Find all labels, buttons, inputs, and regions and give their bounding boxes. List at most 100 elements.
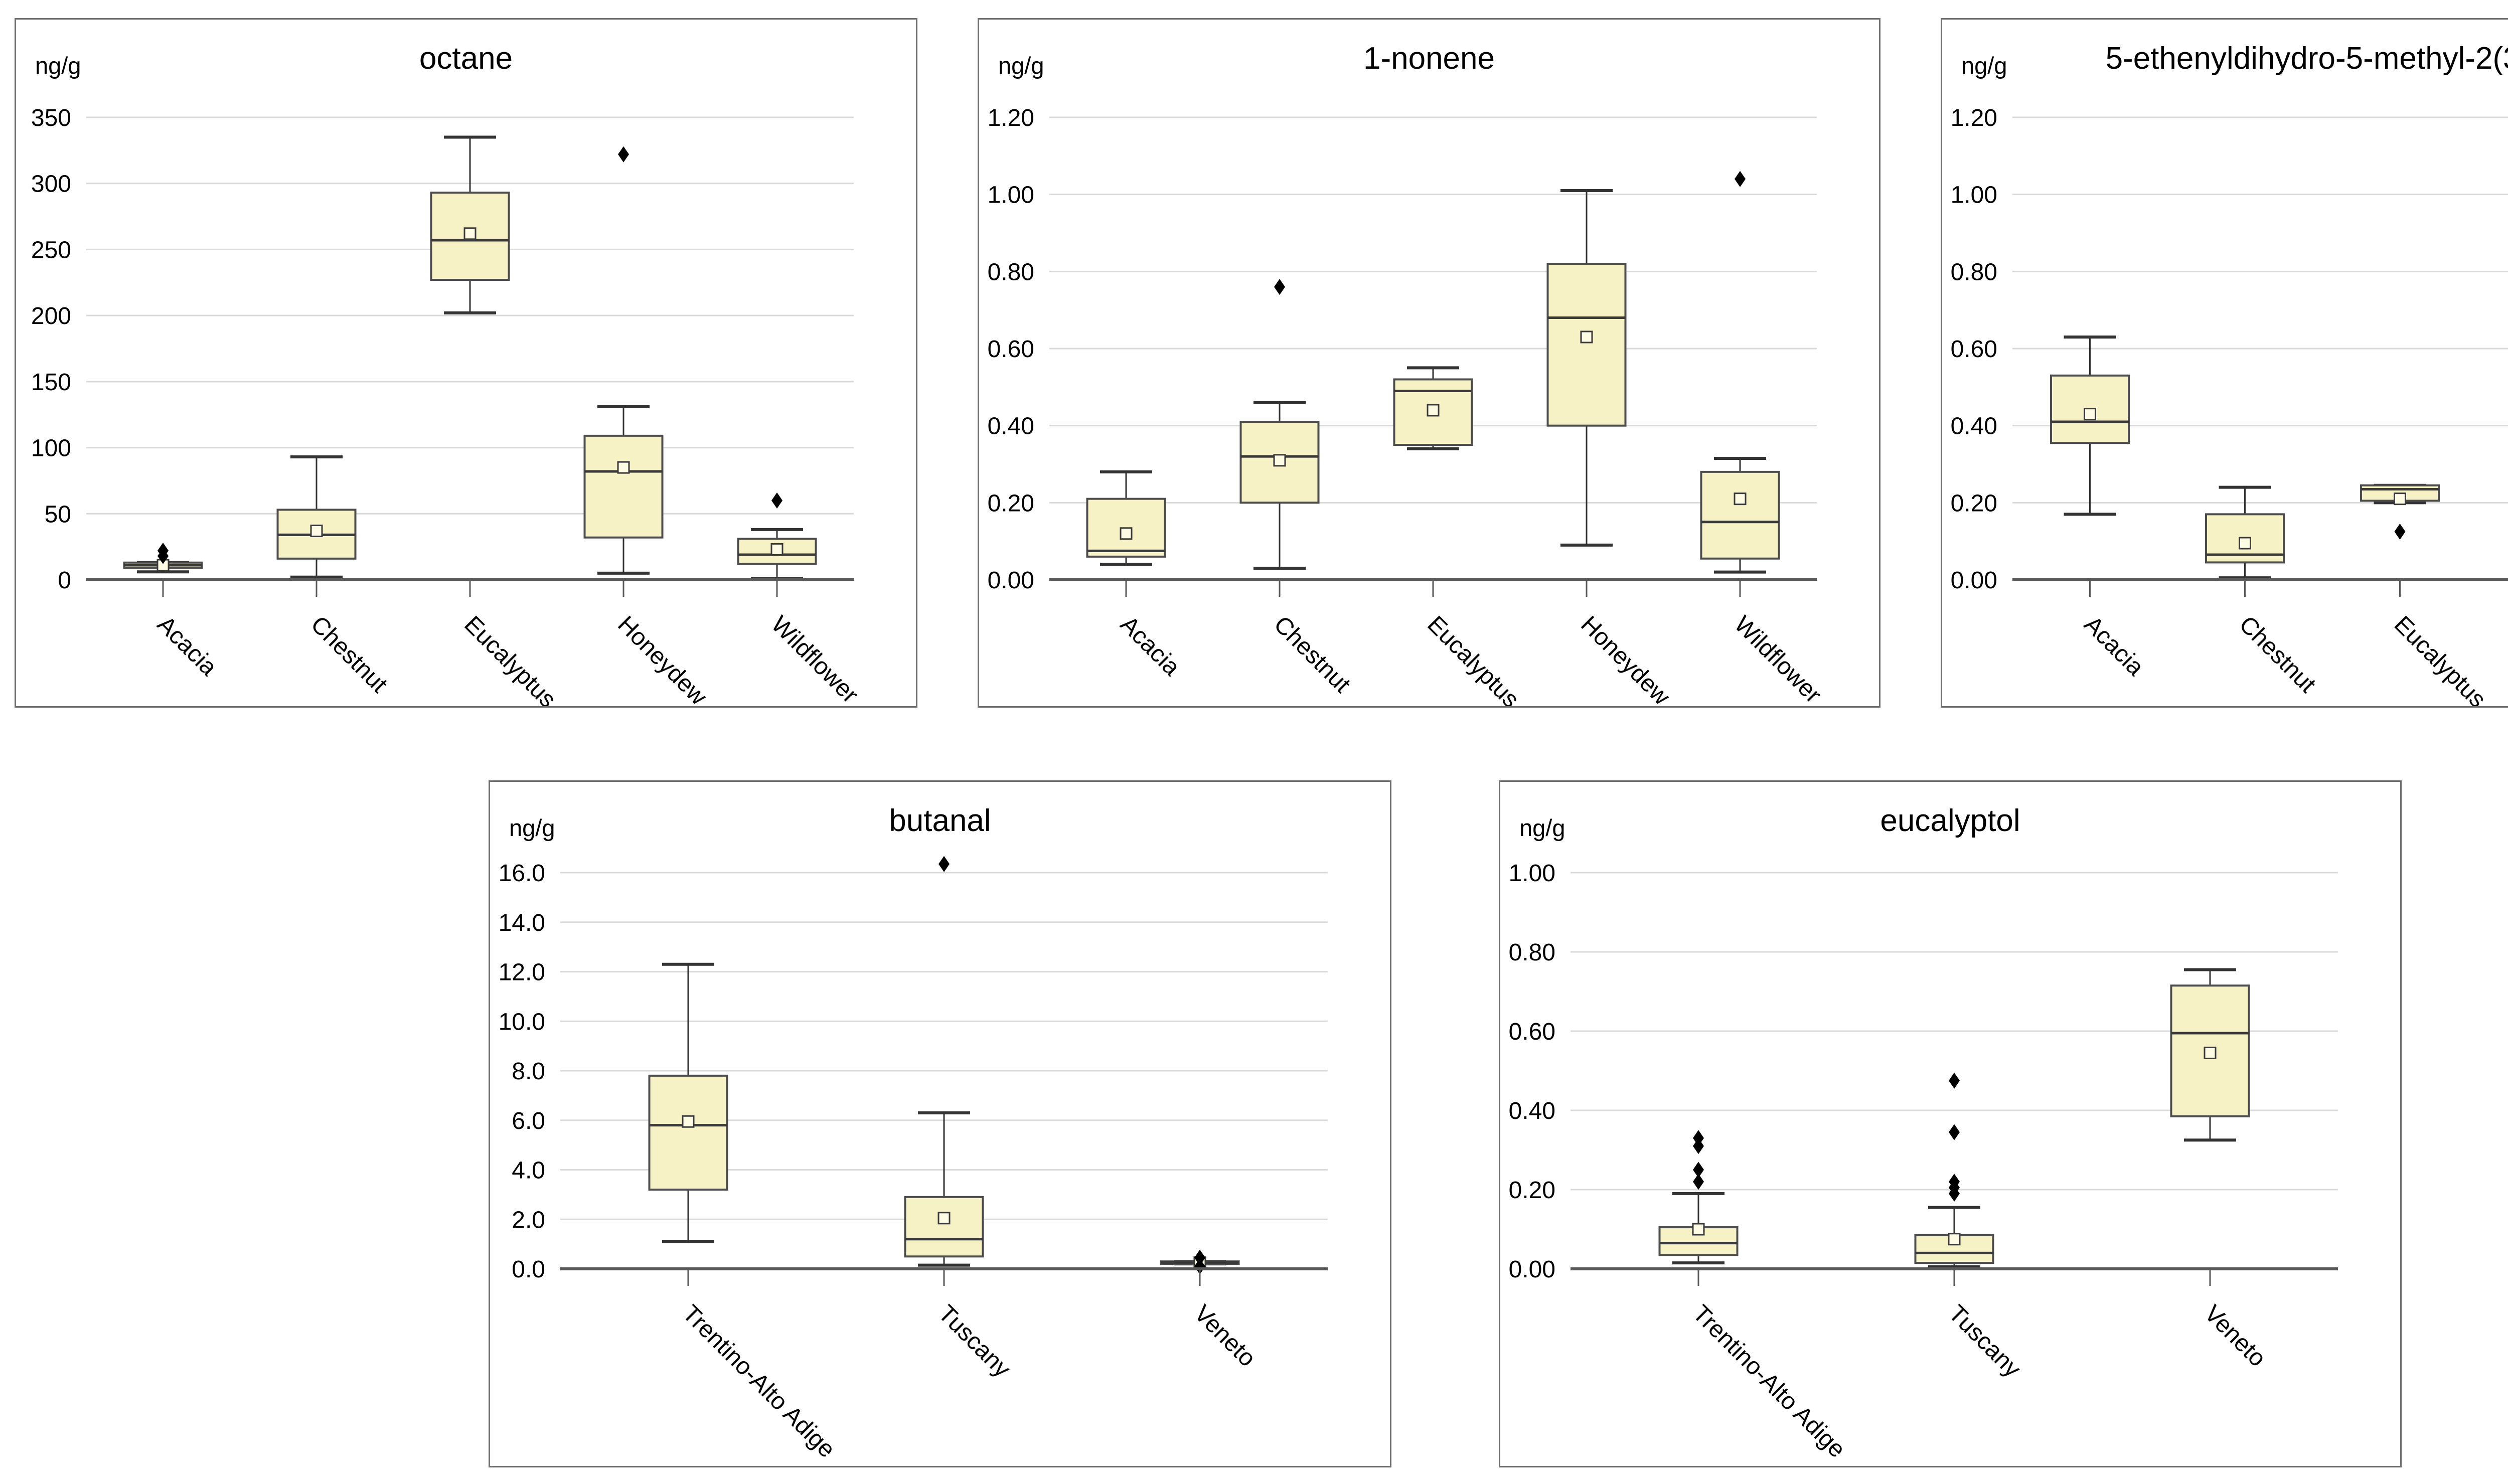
y-tick-label: 4.0 <box>512 1158 545 1184</box>
y-tick-label: 0.20 <box>1951 490 1997 517</box>
chart-title: butanal <box>889 803 991 838</box>
y-tick-label: 16.0 <box>499 860 545 887</box>
y-axis-unit-label: ng/g <box>1961 52 2007 79</box>
x-category-label: Chestnut <box>1269 611 1355 698</box>
x-category-label: Wildflower <box>1729 611 1826 706</box>
mean-marker <box>937 1212 951 1225</box>
y-tick-label: 0.40 <box>1951 413 1997 440</box>
y-axis-unit-label: ng/g <box>509 814 555 841</box>
y-tick-label: 0.80 <box>988 259 1034 285</box>
y-tick-label: 100 <box>31 435 71 462</box>
y-axis-unit-label: ng/g <box>998 52 1044 79</box>
mean-marker <box>2204 1046 2217 1059</box>
y-tick-label: 0.0 <box>512 1256 545 1283</box>
mean-marker <box>617 461 630 474</box>
outlier-point <box>2394 523 2406 540</box>
y-tick-label: 0.20 <box>1509 1177 1555 1204</box>
y-tick-label: 0.60 <box>988 336 1034 363</box>
y-tick-label: 0.20 <box>988 490 1034 517</box>
y-tick-label: 0.60 <box>1951 336 1997 363</box>
outlier-point <box>618 146 629 162</box>
y-tick-label: 300 <box>31 171 71 198</box>
outlier-point <box>938 856 950 872</box>
box-iqr <box>1546 262 1627 427</box>
mean-marker <box>1692 1223 1705 1236</box>
box-plot-1: 0 50 100 150 200 250 300 350 Acacia Chestnut Eucal… <box>31 105 863 706</box>
mean-marker <box>1427 404 1440 417</box>
y-tick-label: 10.0 <box>499 1009 545 1035</box>
mean-marker <box>1734 492 1747 506</box>
x-category-label: Trentino-Alto Adige <box>677 1300 840 1463</box>
x-category-label: Veneto <box>1189 1300 1261 1372</box>
y-tick-label: 1.00 <box>1509 860 1555 887</box>
mean-marker <box>1120 527 1133 540</box>
x-category-label: Chestnut <box>305 611 392 698</box>
outlier-point <box>1949 1124 1960 1140</box>
mean-marker <box>2239 537 2251 550</box>
chart-panel-butanal: ng/g butanal 0.0 2.0 4.0 6.0 8.0 10.0 12.0 14.0… <box>489 780 1391 1467</box>
y-tick-label: 0.40 <box>988 413 1034 440</box>
mean-marker <box>463 227 477 240</box>
y-tick-label: 350 <box>31 105 71 131</box>
y-tick-label: 6.0 <box>512 1108 545 1134</box>
y-tick-label: 1.20 <box>1951 105 1997 131</box>
chart-title: 1-nonene <box>1363 41 1495 76</box>
mean-marker <box>1948 1233 1961 1246</box>
y-tick-label: 250 <box>31 237 71 263</box>
y-tick-label: 8.0 <box>512 1058 545 1085</box>
y-axis-unit-label: ng/g <box>35 52 81 79</box>
box-iqr <box>648 1074 728 1191</box>
box-plot-2: 0.00 0.20 0.40 0.60 0.80 1.00 1.20 Acacia Chestn… <box>988 105 1827 706</box>
box-iqr <box>904 1196 984 1258</box>
mean-marker <box>682 1115 695 1128</box>
box-iqr <box>583 434 664 539</box>
y-tick-label: 12.0 <box>499 959 545 986</box>
y-tick-label: 0.40 <box>1509 1098 1555 1124</box>
chart-panel-furanone: ng/g 5-ethenyldihydro-5-methyl-2(3H)-fur… <box>1941 18 2508 708</box>
y-tick-label: 150 <box>31 369 71 396</box>
outlier-point <box>1194 1258 1205 1275</box>
y-tick-label: 14.0 <box>499 910 545 936</box>
outlier-point <box>1949 1174 1960 1190</box>
mean-marker <box>1273 454 1286 467</box>
x-category-label: Wildflower <box>766 611 863 706</box>
y-tick-label: 0.00 <box>1951 567 1997 594</box>
y-tick-label: 0.80 <box>1509 939 1555 966</box>
y-tick-label: 1.20 <box>988 105 1034 131</box>
mean-marker <box>2084 408 2096 421</box>
mean-marker <box>2394 492 2406 506</box>
y-tick-label: 200 <box>31 303 71 329</box>
outlier-point <box>1949 1072 1960 1089</box>
box-plot-3: 0.00 0.20 0.40 0.60 0.80 1.00 1.20 Acacia Chestn… <box>1951 105 2508 706</box>
outlier-point <box>771 492 782 509</box>
x-category-label: Eucalyptus <box>2389 611 2491 706</box>
y-tick-label: 0.00 <box>988 567 1034 594</box>
y-tick-label: 1.00 <box>988 182 1034 209</box>
x-category-label: Tuscany <box>1943 1300 2025 1382</box>
x-category-label: Acacia <box>1115 611 1185 681</box>
mean-marker <box>770 543 783 556</box>
y-axis-unit-label: ng/g <box>1519 814 1565 841</box>
chart-panel-eucalyptol: ng/g eucalyptol 0.00 0.20 0.40 0.60 0.80 1.00… <box>1499 780 2402 1467</box>
outlier-point <box>1693 1174 1704 1190</box>
x-category-label: Acacia <box>152 611 222 681</box>
x-category-label: Veneto <box>2199 1300 2271 1372</box>
x-category-label: Acacia <box>2079 611 2149 681</box>
x-category-label: Tuscany <box>933 1300 1015 1382</box>
box-iqr <box>1700 470 1780 560</box>
y-tick-label: 50 <box>45 501 71 528</box>
outlier-point <box>158 543 169 559</box>
outlier-point <box>1735 171 1746 187</box>
x-category-label: Trentino-Alto Adige <box>1687 1300 1850 1463</box>
outlier-point <box>1693 1162 1704 1178</box>
chart-panel-octane: ng/g octane 0 50 100 150 200 250 300 350 Acacia C… <box>15 18 917 708</box>
y-tick-label: 1.00 <box>1951 182 1997 209</box>
box-plot-5: 0.00 0.20 0.40 0.60 0.80 1.00 Trentino-Alto Ad… <box>1509 860 2338 1463</box>
chart-panel-1-nonene: ng/g 1-nonene 0.00 0.20 0.40 0.60 0.80 1.00 1.… <box>978 18 1880 708</box>
chart-title: octane <box>419 41 513 76</box>
outlier-point <box>1693 1130 1704 1146</box>
x-category-label: Honeydew <box>1576 611 1675 706</box>
y-tick-label: 0 <box>58 567 71 594</box>
x-category-label: Eucalyptus <box>1422 611 1524 706</box>
